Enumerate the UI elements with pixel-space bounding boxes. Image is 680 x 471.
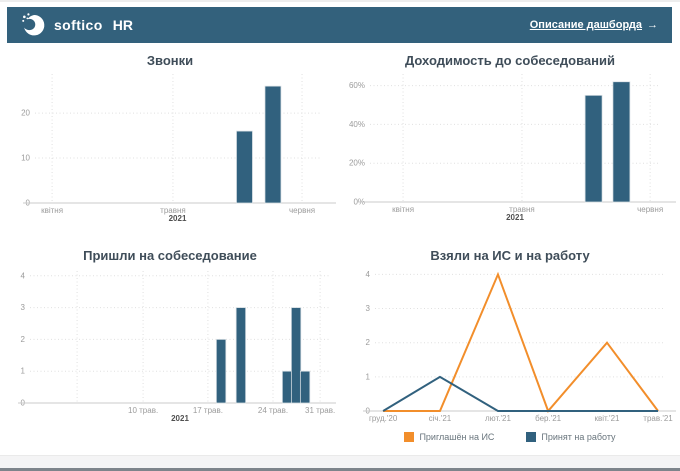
- bar[interactable]: [281, 370, 293, 404]
- chart-calls: Звонки 0 10 20 квітня травня червня 2021: [0, 48, 340, 243]
- x-tick-label: квітня: [41, 206, 63, 215]
- dashboard-description-link[interactable]: Описание дашборда →: [530, 19, 658, 31]
- y-tick-label: 1: [366, 372, 371, 381]
- chart-came-to-interview: Пришли на собеседование 0 1 2 3 4 10 трав. 17 …: [0, 243, 340, 433]
- arrow-right-icon: →: [647, 19, 658, 31]
- y-tick-label: 4: [366, 270, 371, 279]
- window-top-edge: [0, 0, 680, 2]
- x-tick-label: 17 трав.: [193, 406, 223, 415]
- horizontal-scrollbar-track[interactable]: [0, 455, 680, 468]
- legend-item-hired-to-job[interactable]: Принят на работу: [526, 432, 616, 442]
- chart-title: Пришли на собеседование: [83, 248, 257, 263]
- x-axis-year-label: 2021: [171, 414, 189, 423]
- y-tick-label: 3: [366, 304, 371, 313]
- x-axis-year-label: 2021: [169, 214, 187, 223]
- x-tick-label: 24 трав.: [258, 406, 288, 415]
- y-tick-label: 1: [21, 367, 26, 376]
- x-tick-label: трав.'21: [643, 414, 673, 423]
- y-tick-label: 3: [21, 303, 26, 312]
- chart-title: Звонки: [146, 53, 194, 68]
- x-axis-year-label: 2021: [506, 213, 524, 222]
- softico-swirl-icon: [22, 13, 45, 36]
- bar[interactable]: [235, 307, 247, 404]
- logo-brand-text: softico: [54, 17, 103, 33]
- x-tick-label: 10 трав.: [128, 406, 158, 415]
- y-tick-label: 20%: [349, 159, 365, 168]
- window-bottom-edge: [0, 468, 680, 471]
- bar[interactable]: [299, 370, 311, 404]
- y-tick-label: 10: [21, 154, 30, 163]
- x-tick-label: бер.'21: [535, 414, 562, 423]
- x-tick-label: лют.'21: [485, 414, 511, 423]
- dashboard-description-label: Описание дашборда: [529, 19, 642, 31]
- logo-product-text: HR: [112, 17, 133, 33]
- chart-legend: Приглашён на ИС Принят на работу: [340, 432, 680, 442]
- y-tick-label: 2: [21, 335, 26, 344]
- bar[interactable]: [612, 81, 631, 203]
- chart-hired: Взяли на ИС и на работу 0 1 2 3 4 груд.'20 січ…: [340, 243, 680, 471]
- y-tick-label: 4: [21, 271, 26, 280]
- y-tick-label: 2: [366, 338, 371, 347]
- x-tick-label: січ.'21: [429, 414, 452, 423]
- legend-label: Принят на работу: [541, 432, 616, 442]
- softico-logo: softico HR: [21, 12, 133, 38]
- x-tick-label: травня: [160, 206, 186, 215]
- series-line-hired-to-job[interactable]: [382, 375, 659, 412]
- x-tick-label: груд.'20: [369, 414, 398, 423]
- bar[interactable]: [236, 130, 253, 204]
- x-tick-label: квіт.'21: [595, 414, 621, 423]
- chart-title: Доходимость до собеседований: [405, 53, 615, 68]
- chart-interview-rate: Доходимость до собеседований 0% 20% 40% 60%…: [340, 48, 680, 243]
- x-tick-label: 31 трав.: [305, 406, 335, 415]
- y-tick-label: 40%: [349, 120, 365, 129]
- y-tick-label: 60%: [349, 81, 365, 90]
- y-tick-label: 20: [21, 109, 30, 118]
- bar[interactable]: [264, 85, 282, 204]
- x-tick-label: квітня: [392, 205, 414, 214]
- legend-item-invited-probation[interactable]: Приглашён на ИС: [404, 432, 494, 442]
- bar[interactable]: [584, 94, 603, 203]
- chart-title: Взяли на ИС и на работу: [430, 248, 590, 263]
- legend-swatch: [526, 432, 537, 442]
- series-line-invited-probation[interactable]: [383, 271, 659, 413]
- x-tick-label: червня: [289, 206, 315, 215]
- legend-label: Приглашён на ИС: [419, 432, 495, 442]
- x-tick-label: червня: [637, 205, 663, 214]
- x-tick-label: травня: [509, 205, 535, 214]
- legend-swatch: [404, 432, 415, 442]
- bar[interactable]: [215, 339, 227, 404]
- bar[interactable]: [290, 307, 302, 404]
- app-header: softico HR Описание дашборда →: [7, 7, 672, 43]
